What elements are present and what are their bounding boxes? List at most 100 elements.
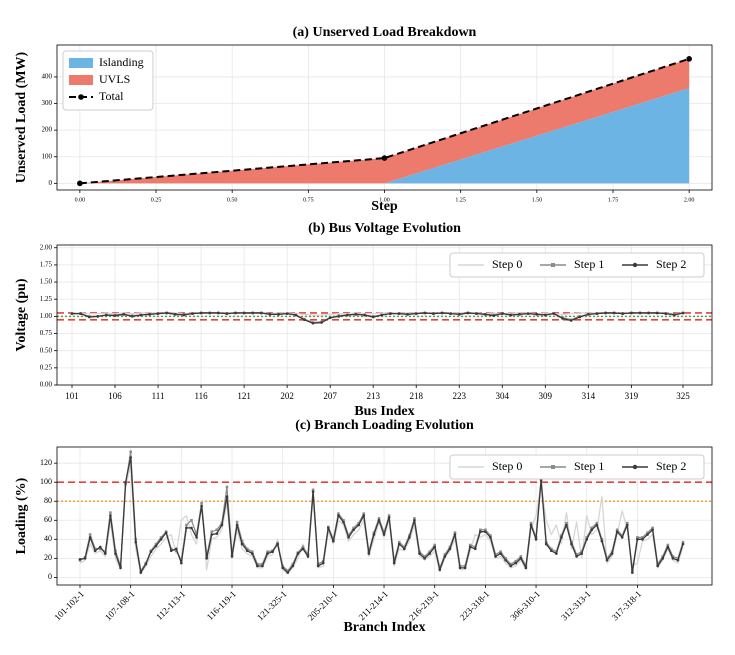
marker	[575, 553, 578, 556]
marker	[93, 547, 97, 551]
panel: (b) Bus Voltage Evolution Bus Index Voltag…	[14, 221, 713, 419]
y-tick-label: 80	[44, 496, 52, 505]
x-tick-label: 1.50	[532, 197, 543, 203]
marker	[509, 313, 513, 317]
x-tick-label: 319	[625, 391, 639, 401]
y-tick-label: 120	[40, 458, 52, 467]
marker	[484, 530, 487, 534]
marker	[377, 518, 381, 522]
marker	[676, 558, 680, 562]
marker	[332, 539, 335, 543]
marker	[362, 512, 366, 515]
marker	[342, 520, 345, 524]
y-tick-label: 300	[42, 99, 53, 107]
marker	[148, 313, 151, 316]
marker	[651, 526, 654, 530]
marker	[387, 514, 391, 517]
marker	[261, 562, 264, 566]
marker	[109, 511, 112, 514]
x-tick-label: 312-313-1	[559, 589, 593, 623]
marker	[578, 315, 582, 319]
marker	[641, 538, 644, 541]
marker	[180, 561, 183, 565]
marker	[190, 518, 193, 522]
x-tick-label: 1.25	[455, 197, 466, 203]
marker	[294, 313, 298, 317]
marker	[276, 542, 279, 546]
marker	[468, 545, 472, 549]
area	[79, 88, 690, 184]
marker	[443, 555, 447, 558]
marker	[466, 311, 470, 315]
marker	[337, 512, 340, 515]
marker	[311, 321, 315, 325]
marker	[552, 312, 556, 315]
marker	[130, 315, 134, 318]
marker	[499, 550, 502, 553]
x-tick-label: 304	[496, 391, 510, 401]
marker	[200, 501, 203, 505]
marker	[565, 523, 568, 527]
marker	[242, 311, 246, 315]
marker	[266, 550, 269, 553]
legend-label: Total	[99, 89, 124, 103]
y-tick-label: 0.25	[40, 363, 53, 371]
plot-frame	[56, 244, 713, 386]
marker	[291, 564, 295, 568]
legend-label: Step 2	[656, 257, 686, 271]
y-tick-label: 0	[48, 572, 52, 581]
marker	[479, 530, 482, 534]
marker	[389, 312, 392, 315]
marker	[266, 552, 269, 555]
marker	[357, 521, 360, 525]
chart-title: (b) Bus Voltage Evolution	[308, 221, 461, 236]
marker	[122, 313, 125, 316]
marker	[240, 539, 244, 543]
marker	[139, 313, 143, 317]
x-tick-label: 223-318-1	[458, 589, 492, 623]
marker	[500, 312, 504, 315]
line	[79, 57, 690, 185]
marker	[260, 311, 263, 315]
marker	[499, 552, 502, 555]
x-tick-label: 306-310-1	[508, 589, 542, 623]
marker	[78, 558, 82, 561]
marker	[225, 485, 229, 489]
marker	[357, 523, 360, 527]
marker	[544, 313, 547, 317]
legend-label: Step 0	[492, 257, 522, 271]
marker	[681, 540, 685, 544]
marker	[661, 555, 665, 558]
marker	[561, 317, 564, 320]
marker	[406, 313, 409, 316]
legend-label: Step 0	[492, 459, 522, 473]
marker	[164, 531, 168, 534]
marker	[381, 155, 388, 161]
marker	[301, 545, 305, 549]
marker	[326, 526, 330, 530]
marker	[306, 555, 310, 558]
marker	[210, 530, 214, 534]
marker	[413, 517, 416, 520]
chart-title: (c) Branch Loading Evolution	[295, 418, 474, 433]
marker	[479, 528, 482, 532]
marker	[423, 557, 426, 560]
marker	[154, 544, 158, 548]
x-tick-label: 205-210-1	[306, 589, 340, 623]
marker	[646, 531, 649, 534]
marker	[354, 313, 358, 316]
marker	[129, 450, 132, 454]
marker	[585, 538, 589, 541]
marker	[301, 547, 305, 551]
marker	[87, 315, 91, 319]
marker	[453, 533, 457, 536]
marker	[610, 552, 614, 555]
marker	[363, 313, 366, 317]
marker	[569, 319, 573, 322]
marker	[98, 547, 102, 551]
marker	[105, 313, 108, 317]
marker	[256, 564, 259, 568]
marker	[235, 523, 239, 527]
y-tick-label: 1.00	[40, 312, 53, 320]
